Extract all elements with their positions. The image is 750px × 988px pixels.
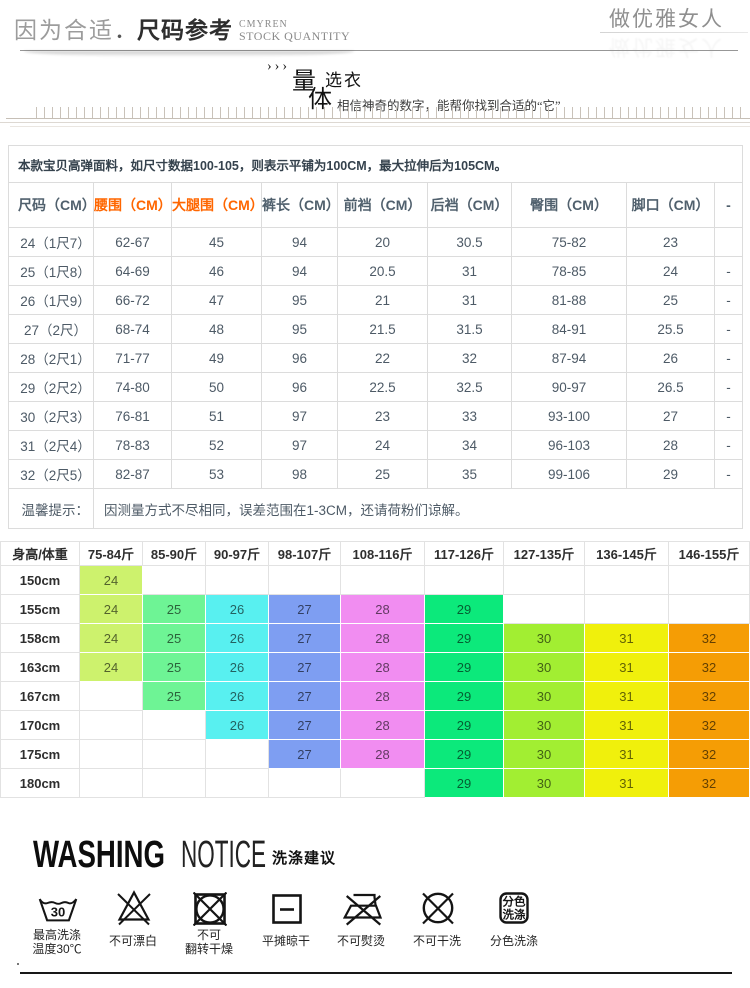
- svg-text:洗涤: 洗涤: [503, 908, 526, 922]
- svg-text:分色: 分色: [503, 895, 526, 909]
- svg-text:30: 30: [51, 904, 66, 919]
- svg-text:NOTICE: NOTICE: [181, 838, 266, 872]
- svg-text:WASHING: WASHING: [33, 838, 165, 872]
